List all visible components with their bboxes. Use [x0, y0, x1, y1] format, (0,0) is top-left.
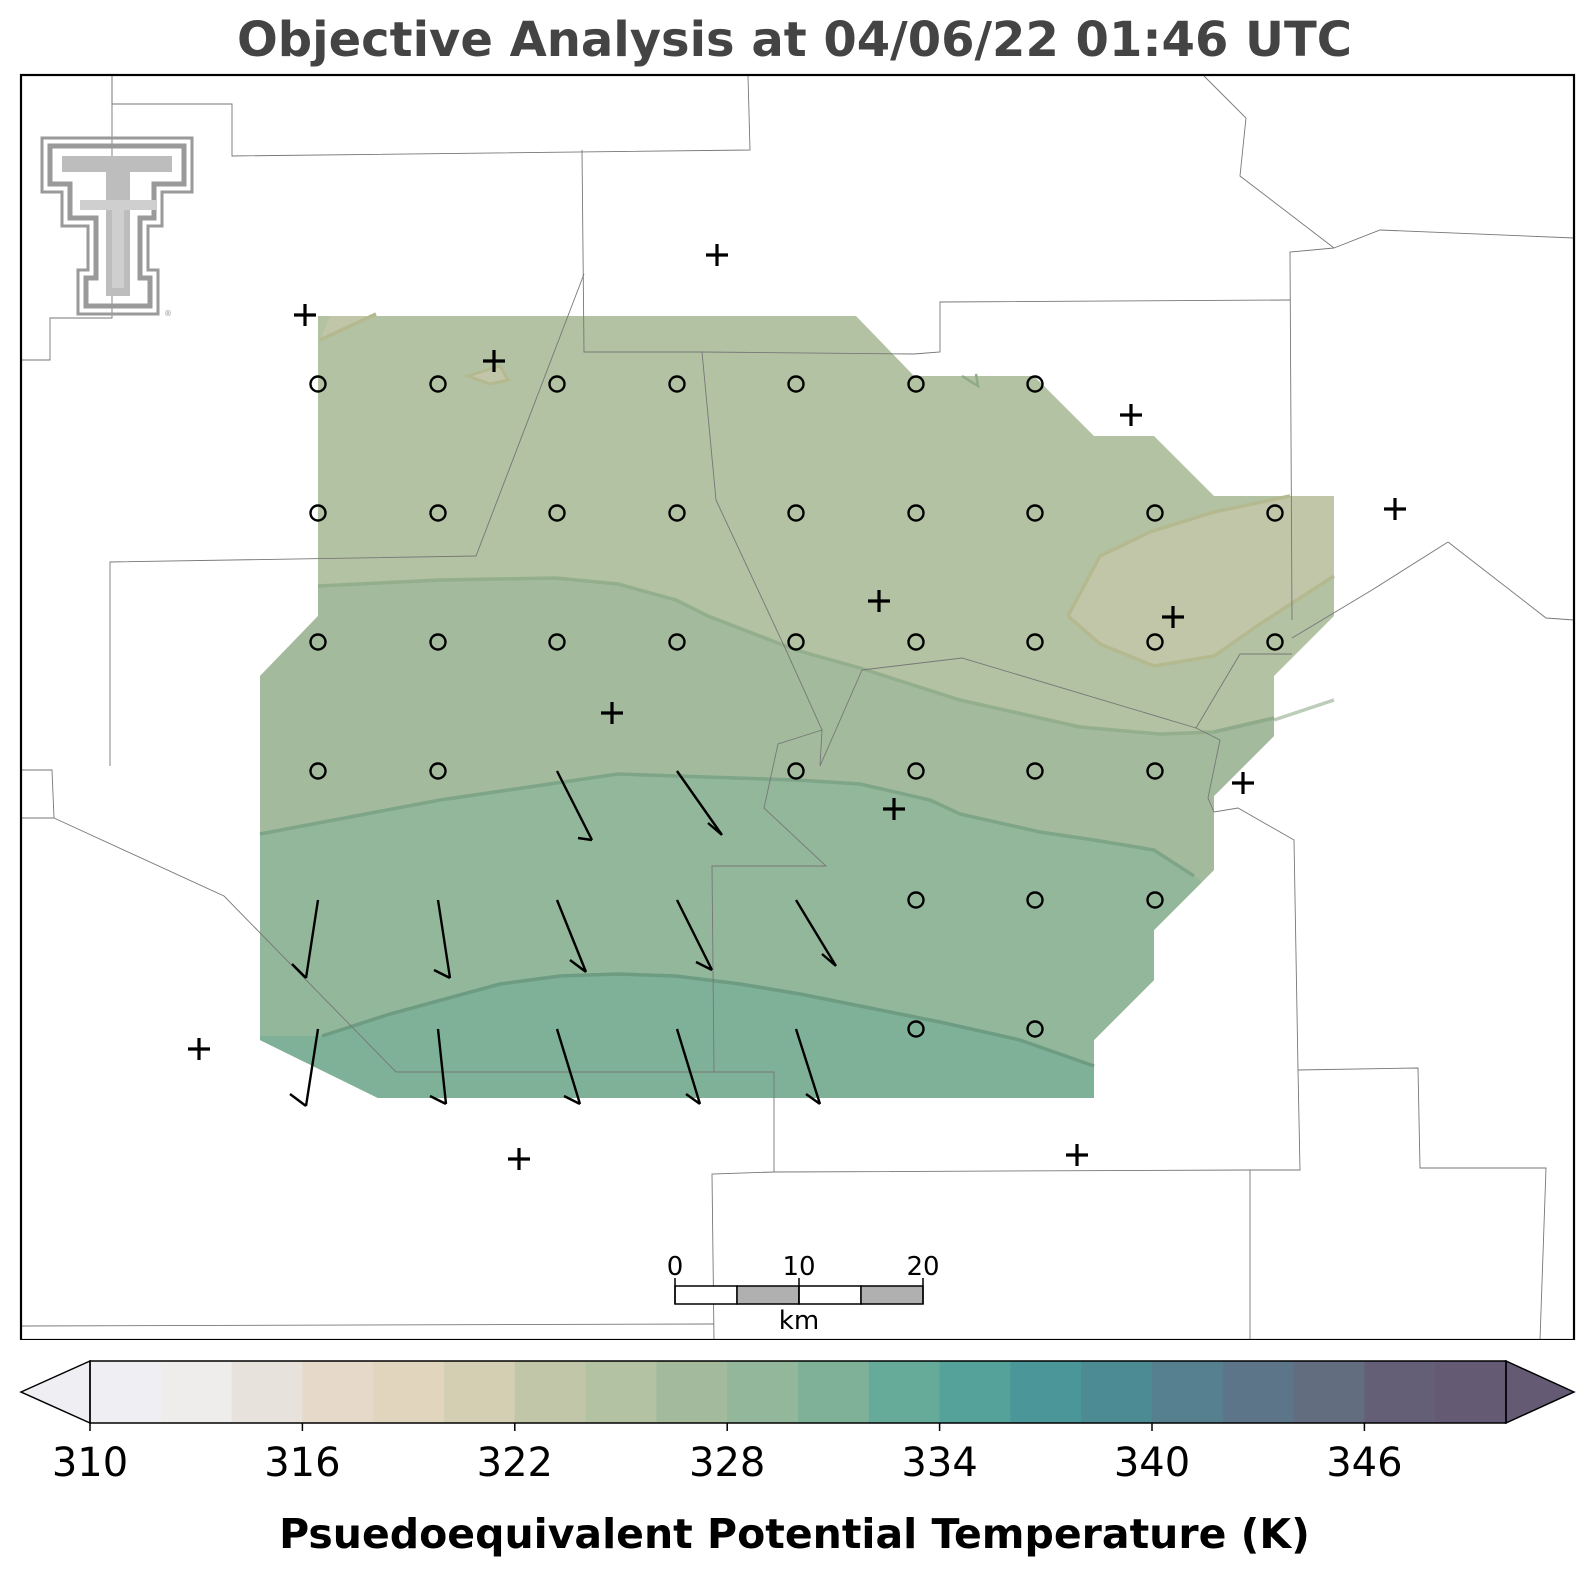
colorbar-tick-label: 316 — [264, 1440, 341, 1486]
colorbar-cell — [1152, 1361, 1224, 1423]
scale-bar — [674, 1278, 924, 1305]
colorbar-cell — [160, 1361, 233, 1423]
colorbar-cell — [90, 1361, 162, 1423]
colorbar-cell — [231, 1361, 303, 1423]
colorbar-extend-left — [19, 1359, 91, 1425]
colorbar-cell — [585, 1361, 657, 1423]
colorbar-label: Psuedoequivalent Potential Temperature (… — [279, 1510, 1310, 1558]
colorbar-extend-right — [1505, 1359, 1576, 1425]
colorbar-cell — [1435, 1361, 1507, 1423]
colorbar-cell — [1364, 1361, 1436, 1423]
svg-text:®: ® — [164, 309, 172, 318]
colorbar-cell — [302, 1361, 374, 1423]
colorbar-tick-label: 328 — [689, 1440, 766, 1486]
colorbar-tick-label: 322 — [476, 1440, 553, 1486]
scale-unit: km — [778, 1306, 820, 1336]
colorbar-tick-label: 346 — [1326, 1440, 1403, 1486]
colorbar-cell — [656, 1361, 728, 1423]
theta-e-contours — [259, 312, 1335, 1068]
colorbar-cell — [1010, 1361, 1082, 1423]
colorbar-cell — [727, 1361, 799, 1423]
colorbar-cell — [939, 1361, 1011, 1423]
colorbar-cell — [868, 1361, 941, 1423]
county-boundaries — [21, 75, 1575, 1340]
colorbar-tick-label: 334 — [901, 1440, 978, 1486]
colorbar-tick-label: 340 — [1113, 1440, 1191, 1486]
colorbar-outline — [89, 1360, 1507, 1424]
colorbar-cell — [1222, 1361, 1295, 1423]
colorbar-cell — [514, 1361, 587, 1423]
station-markers — [188, 244, 1406, 1170]
colorbar-cell — [1081, 1361, 1153, 1423]
colorbar-tick-label: 310 — [51, 1440, 129, 1486]
scale-label-0: 0 — [666, 1252, 684, 1282]
calm-wind-markers — [309, 375, 1284, 1038]
scale-label-10: 10 — [782, 1252, 816, 1282]
colorbar-cell — [444, 1361, 516, 1423]
analysis-map: ® — [19, 73, 1576, 1340]
colorbar-cell — [1293, 1361, 1365, 1423]
map-title: Objective Analysis at 04/06/22 01:46 UTC — [237, 12, 1352, 68]
map-frame — [19, 73, 1576, 1340]
wind-barbs — [289, 770, 838, 1107]
scale-label-20: 20 — [906, 1252, 940, 1282]
theta-e-fill — [260, 316, 1334, 1098]
colorbar-cell — [798, 1361, 870, 1423]
texas-tech-double-t-logo: ® — [40, 136, 194, 318]
colorbar-cell — [373, 1361, 445, 1423]
